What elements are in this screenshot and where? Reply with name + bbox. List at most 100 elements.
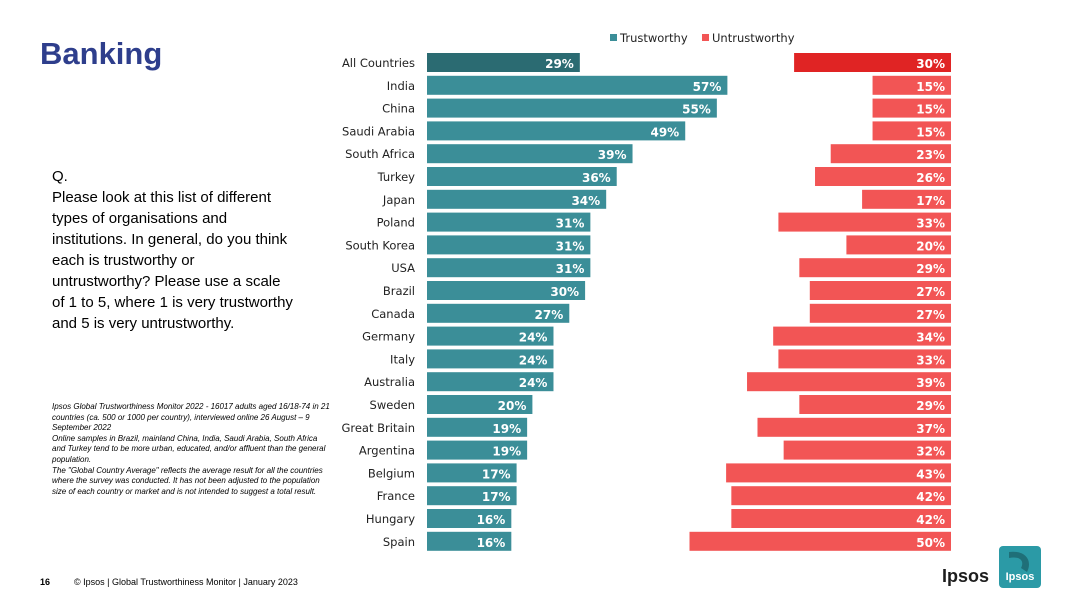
untrustworthy-bar [757, 417, 951, 437]
trustworthy-value-label: 24% [519, 353, 548, 367]
trustworthy-value-label: 31% [556, 239, 585, 253]
trustworthy-value-label: 19% [492, 422, 521, 436]
untrustworthy-value-label: 50% [916, 536, 945, 550]
untrustworthy-value-label: 17% [916, 194, 945, 208]
trustworthy-bar [427, 75, 728, 95]
trustworthy-bar [427, 281, 586, 300]
category-label: Germany [362, 330, 415, 344]
trustworthy-value-label: 36% [582, 171, 611, 185]
category-label: Canada [371, 307, 415, 321]
untrustworthy-bar [731, 486, 951, 506]
category-label: Hungary [366, 512, 415, 526]
note-line: The "Global Country Average" reflects th… [52, 465, 323, 496]
trustworthy-bar [427, 463, 517, 483]
untrustworthy-value-label: 27% [916, 285, 945, 299]
category-label: Turkey [377, 170, 416, 184]
trustworthy-bar [427, 303, 570, 323]
untrustworthy-value-label: 30% [916, 57, 945, 71]
trustworthy-value-label: 17% [482, 490, 511, 504]
untrustworthy-bar [872, 98, 951, 118]
category-label: Sweden [370, 398, 415, 412]
trustworthy-value-label: 55% [682, 103, 711, 117]
untrustworthy-value-label: 27% [916, 308, 945, 322]
category-label: Saudi Arabia [342, 124, 415, 138]
category-label: South Korea [345, 238, 415, 252]
untrustworthy-value-label: 15% [916, 125, 945, 139]
trustworthy-bar [427, 98, 717, 118]
category-label: USA [391, 261, 415, 275]
trustworthy-value-label: 39% [598, 148, 627, 162]
category-label: India [387, 79, 415, 93]
untrustworthy-value-label: 43% [916, 467, 945, 481]
untrustworthy-value-label: 15% [916, 80, 945, 94]
untrustworthy-value-label: 32% [916, 445, 945, 459]
untrustworthy-value-label: 29% [916, 399, 945, 413]
category-label: Belgium [368, 466, 415, 480]
untrustworthy-value-label: 42% [916, 490, 945, 504]
untrustworthy-value-label: 26% [916, 171, 945, 185]
trustworthy-bar [427, 486, 517, 506]
trustworthy-bar [427, 258, 591, 278]
untrustworthy-bar [830, 144, 951, 164]
untrustworthy-bar [862, 189, 951, 209]
untrustworthy-value-label: 34% [916, 331, 945, 345]
legend-label-trustworthy: Trustworthy [619, 31, 688, 45]
trustworthy-bar [427, 509, 512, 528]
trustworthy-value-label: 31% [556, 217, 585, 231]
trustworthy-value-label: 49% [650, 125, 679, 139]
untrustworthy-value-label: 42% [916, 513, 945, 527]
trustworthy-value-label: 19% [492, 445, 521, 459]
trustworthy-value-label: 30% [550, 285, 579, 299]
untrustworthy-value-label: 37% [916, 422, 945, 436]
trustworthy-value-label: 31% [556, 262, 585, 276]
trustworthy-series: 29% 57% 55%49% 39% 36% 34% 31% 31% 31% 30% 27% 24% 2… [427, 53, 728, 551]
category-label: Australia [364, 375, 415, 389]
untrustworthy-bar [794, 53, 951, 72]
trustworthy-bar [427, 53, 580, 72]
trustworthy-bar [427, 212, 591, 232]
category-label: Spain [383, 535, 415, 549]
untrustworthy-bar [872, 75, 951, 95]
ipsos-logo-icon: Ipsos [999, 546, 1041, 588]
category-label: Argentina [359, 444, 415, 458]
trustworthy-bar [427, 349, 554, 369]
untrustworthy-value-label: 39% [916, 376, 945, 390]
category-label: Brazil [383, 284, 415, 298]
trustworthy-value-label: 20% [498, 399, 527, 413]
trustworthy-value-label: 34% [571, 194, 600, 208]
untrustworthy-bar [747, 372, 951, 392]
trustworthy-bar [427, 440, 528, 460]
untrustworthy-value-label: 20% [916, 239, 945, 253]
untrustworthy-bar [815, 167, 951, 186]
note-line: Online samples in Brazil, mainland China… [52, 433, 326, 464]
category-label: Japan [382, 193, 415, 207]
question-text: Q. Please look at this list of different… [52, 166, 297, 334]
legend-swatch-trustworthy [610, 34, 617, 41]
untrustworthy-value-label: 33% [916, 217, 945, 231]
untrustworthy-bar [689, 531, 951, 551]
untrustworthy-value-label: 15% [916, 103, 945, 117]
trustworthy-bar [427, 144, 633, 164]
methodology-notes: Ipsos Global Trustworthiness Monitor 202… [52, 402, 332, 497]
trustworthy-value-label: 16% [477, 513, 506, 527]
trustworthy-bar [427, 395, 533, 414]
trustworthy-bar [427, 189, 607, 209]
legend-swatch-untrustworthy [702, 34, 709, 41]
untrustworthy-bar [799, 395, 951, 414]
category-label: Italy [390, 352, 415, 366]
trustworthy-value-label: 27% [535, 308, 564, 322]
legend-label-untrustworthy: Untrustworthy [712, 31, 795, 45]
untrustworthy-bar [809, 303, 951, 323]
trustworthy-bar [427, 531, 512, 551]
category-label: France [377, 489, 415, 503]
trustworthy-bar [427, 326, 554, 346]
untrustworthy-bar [872, 121, 951, 141]
untrustworthy-bar [799, 258, 951, 278]
untrustworthy-bar [846, 235, 951, 255]
category-label: Great Britain [341, 421, 415, 435]
untrustworthy-value-label: 29% [916, 262, 945, 276]
untrustworthy-bar [809, 281, 951, 300]
category-labels: All Countries India China Saudi Arabia South… [341, 56, 415, 549]
untrustworthy-bar [726, 463, 951, 483]
